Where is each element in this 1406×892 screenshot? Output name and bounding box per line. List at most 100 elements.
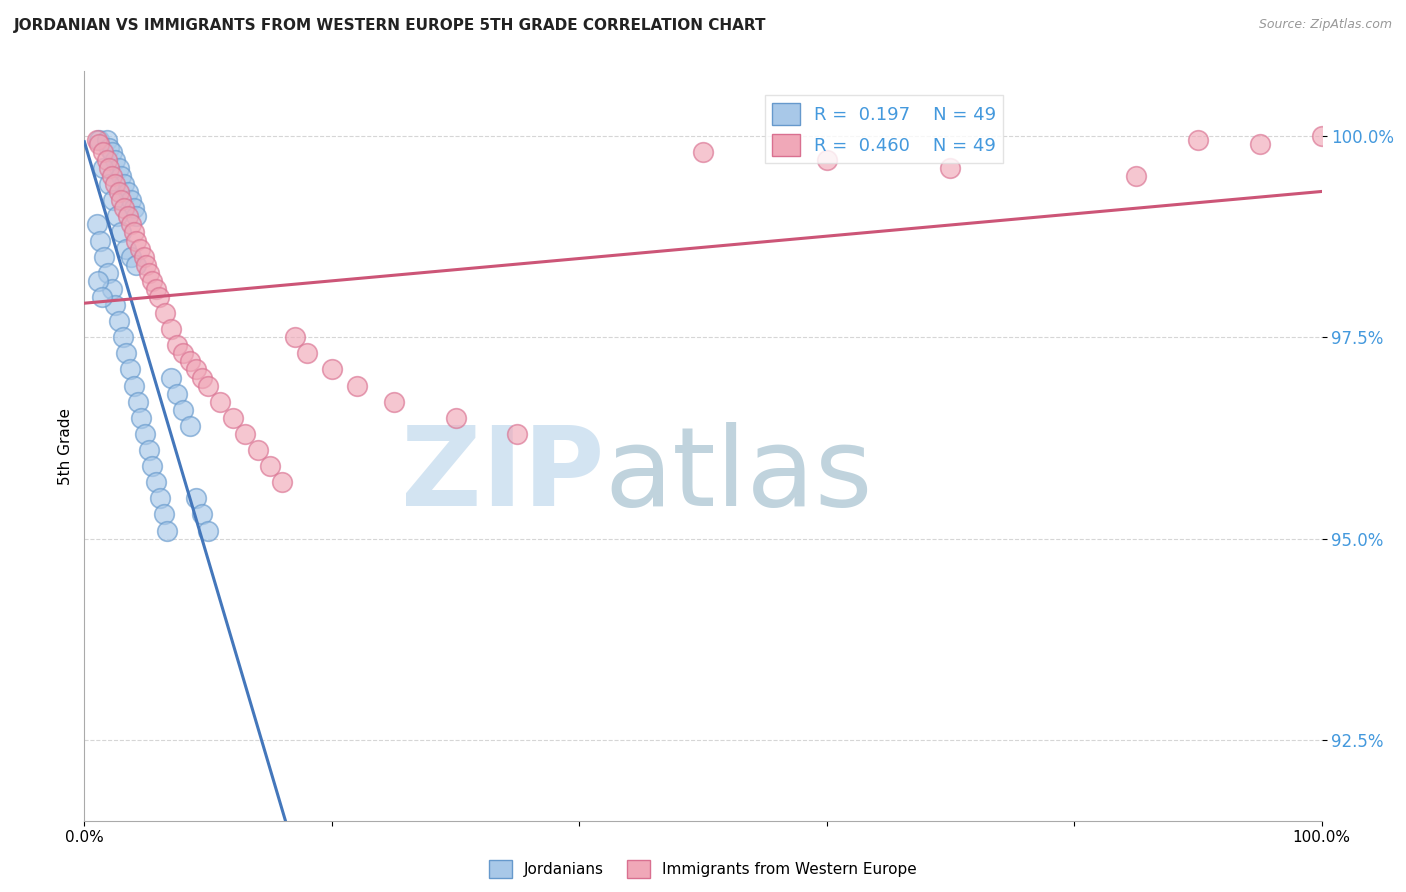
Point xyxy=(321,362,343,376)
Point xyxy=(108,314,131,328)
Point xyxy=(104,177,127,191)
Point xyxy=(172,346,194,360)
Point xyxy=(138,443,160,458)
Point xyxy=(98,141,121,155)
Point xyxy=(148,290,170,304)
Point xyxy=(939,161,962,175)
Point xyxy=(112,202,135,216)
Point xyxy=(96,133,118,147)
Point xyxy=(1249,136,1271,151)
Text: JORDANIAN VS IMMIGRANTS FROM WESTERN EUROPE 5TH GRADE CORRELATION CHART: JORDANIAN VS IMMIGRANTS FROM WESTERN EUR… xyxy=(14,18,766,33)
Point xyxy=(346,378,368,392)
Point xyxy=(91,161,114,175)
Point xyxy=(506,426,529,441)
Point xyxy=(96,153,118,167)
Y-axis label: 5th Grade: 5th Grade xyxy=(58,408,73,484)
Point xyxy=(184,362,207,376)
Point xyxy=(110,226,132,240)
Point xyxy=(444,410,467,425)
Point xyxy=(127,394,149,409)
Point xyxy=(160,370,183,384)
Point xyxy=(129,410,152,425)
Point xyxy=(100,282,122,296)
Point xyxy=(184,491,207,506)
Text: ZIP: ZIP xyxy=(401,423,605,530)
Point xyxy=(100,169,122,183)
Point xyxy=(191,508,214,522)
Point xyxy=(132,250,155,264)
Point xyxy=(87,274,110,288)
Point xyxy=(122,202,145,216)
Point xyxy=(104,153,127,167)
Point xyxy=(89,136,111,151)
Point xyxy=(166,386,188,401)
Point xyxy=(97,266,120,280)
Point xyxy=(86,133,108,147)
Point xyxy=(172,402,194,417)
Point xyxy=(105,210,128,224)
Point xyxy=(138,266,160,280)
Point xyxy=(160,322,183,336)
Point xyxy=(98,161,121,175)
Point xyxy=(117,185,139,199)
Point xyxy=(233,426,256,441)
Point xyxy=(125,210,148,224)
Point xyxy=(197,378,219,392)
Point xyxy=(141,274,163,288)
Point xyxy=(111,330,134,344)
Point xyxy=(692,145,714,159)
Point xyxy=(156,524,179,538)
Point xyxy=(815,153,838,167)
Point xyxy=(284,330,307,344)
Point xyxy=(89,133,111,147)
Point xyxy=(100,145,122,159)
Point xyxy=(122,226,145,240)
Point xyxy=(259,459,281,474)
Point xyxy=(115,242,138,256)
Point xyxy=(86,218,108,232)
Point xyxy=(191,370,214,384)
Point xyxy=(110,194,132,208)
Point xyxy=(1310,128,1333,143)
Point xyxy=(166,338,188,352)
Point xyxy=(110,169,132,183)
Text: Source: ZipAtlas.com: Source: ZipAtlas.com xyxy=(1258,18,1392,31)
Point xyxy=(93,250,115,264)
Point xyxy=(125,258,148,272)
Point xyxy=(145,475,167,490)
Point xyxy=(89,234,111,248)
Point xyxy=(122,378,145,392)
Point xyxy=(271,475,294,490)
Point xyxy=(197,524,219,538)
Point xyxy=(117,210,139,224)
Text: atlas: atlas xyxy=(605,423,873,530)
Point xyxy=(115,346,138,360)
Point xyxy=(125,234,148,248)
Legend: R =  0.197    N = 49, R =  0.460    N = 49: R = 0.197 N = 49, R = 0.460 N = 49 xyxy=(765,95,1004,163)
Point xyxy=(141,459,163,474)
Point xyxy=(1125,169,1147,183)
Point xyxy=(152,508,174,522)
Point xyxy=(179,354,201,368)
Point xyxy=(104,298,127,312)
Point xyxy=(120,362,142,376)
Point xyxy=(108,161,131,175)
Point xyxy=(90,290,112,304)
Point xyxy=(120,194,142,208)
Point xyxy=(135,258,157,272)
Point xyxy=(222,410,245,425)
Point xyxy=(179,418,201,433)
Point xyxy=(91,145,114,159)
Point xyxy=(1187,133,1209,147)
Point xyxy=(295,346,318,360)
Point xyxy=(112,177,135,191)
Point xyxy=(120,218,142,232)
Point xyxy=(209,394,232,409)
Point xyxy=(98,177,121,191)
Point xyxy=(145,282,167,296)
Point xyxy=(120,250,142,264)
Point xyxy=(246,443,269,458)
Point xyxy=(153,306,176,320)
Point xyxy=(134,426,156,441)
Point xyxy=(149,491,172,506)
